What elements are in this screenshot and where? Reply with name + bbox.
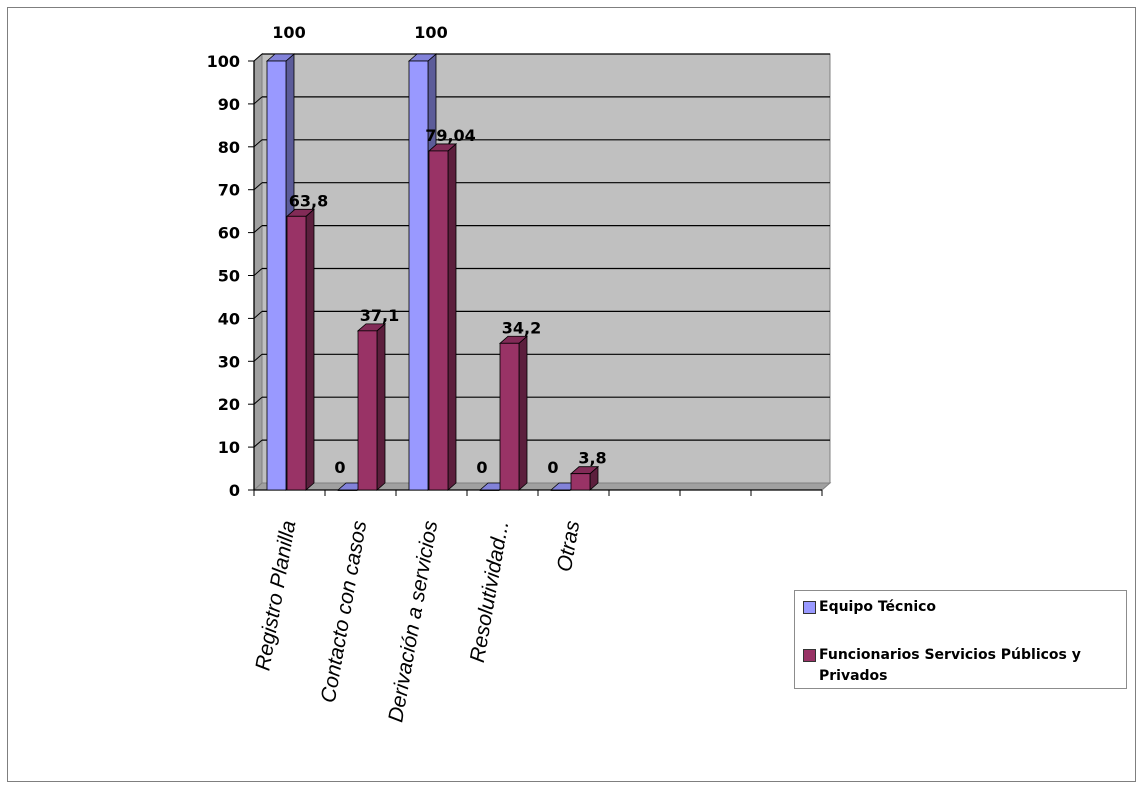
legend: Equipo Técnico Funcionarios Servicios Pú… xyxy=(794,590,1127,689)
y-tick-label: 70 xyxy=(218,181,240,200)
bar-funcionarios-3 xyxy=(499,342,520,491)
legend-label-equipo-tecnico: Equipo Técnico xyxy=(819,599,937,615)
bar-funcionarios-1 xyxy=(357,330,378,491)
x-category-label: Derivación a servicios xyxy=(384,518,442,724)
y-tick-label: 50 xyxy=(218,267,240,286)
legend-item-equipo-tecnico: Equipo Técnico xyxy=(803,597,1124,618)
x-category-label: Resolutividad... xyxy=(466,519,514,664)
gridline-side xyxy=(253,268,263,276)
bar-funcionarios-0-side xyxy=(305,208,315,491)
gridline-side xyxy=(253,353,263,362)
data-label: 100 xyxy=(414,23,447,42)
y-tick-label: 20 xyxy=(218,395,240,414)
data-label: 34,2 xyxy=(502,318,541,337)
bar-equipo-tecnico-3 xyxy=(479,489,500,491)
data-label: 100 xyxy=(272,23,305,42)
data-label: 3,8 xyxy=(578,449,606,468)
bar-equipo-tecnico-2 xyxy=(408,60,429,491)
bar-funcionarios-2-side xyxy=(447,143,457,491)
bar-equipo-tecnico-4 xyxy=(550,489,571,491)
bar-funcionarios-2 xyxy=(428,150,449,491)
data-label: 63,8 xyxy=(289,191,328,210)
y-tick-label: 10 xyxy=(218,438,240,457)
legend-item-funcionarios: Funcionarios Servicios Públicos y Privad… xyxy=(803,645,1124,687)
x-category-label: Otras xyxy=(553,518,585,573)
gridline-side xyxy=(253,182,263,191)
x-category-label: Registro Planilla xyxy=(251,519,300,672)
x-category-label: Contacto con casos xyxy=(317,518,372,704)
gridline-side xyxy=(253,439,263,448)
bar-funcionarios-3-side xyxy=(518,335,528,491)
y-tick-label: 80 xyxy=(218,138,240,157)
gridline-side xyxy=(253,96,263,105)
gridline-side xyxy=(253,53,263,62)
gridline-side xyxy=(253,225,263,233)
data-label: 0 xyxy=(547,458,558,477)
data-label: 0 xyxy=(476,458,487,477)
y-tick-label: 0 xyxy=(229,481,240,500)
bar-funcionarios-0 xyxy=(286,215,307,491)
bar-equipo-tecnico-0 xyxy=(266,60,287,491)
chart-frame xyxy=(7,7,1136,782)
y-tick-label: 100 xyxy=(207,52,240,71)
legend-swatch-equipo-tecnico xyxy=(803,601,816,614)
gridline-side xyxy=(253,396,263,405)
bar-funcionarios-1-side xyxy=(376,322,386,491)
data-label: 0 xyxy=(334,458,345,477)
gridline-side xyxy=(253,311,263,319)
y-tick-label: 90 xyxy=(218,95,240,114)
y-tick-label: 40 xyxy=(218,309,240,328)
y-tick-label: 60 xyxy=(218,224,240,243)
y-tick-label: 30 xyxy=(218,352,240,371)
data-label: 79,04 xyxy=(425,126,476,145)
legend-label-funcionarios: Funcionarios Servicios Públicos y Privad… xyxy=(819,647,1081,684)
bar-equipo-tecnico-1 xyxy=(337,489,358,491)
data-label: 37,1 xyxy=(360,306,399,325)
legend-swatch-funcionarios xyxy=(803,649,816,662)
gridline-side xyxy=(253,139,263,148)
bar-funcionarios-4 xyxy=(570,473,591,491)
